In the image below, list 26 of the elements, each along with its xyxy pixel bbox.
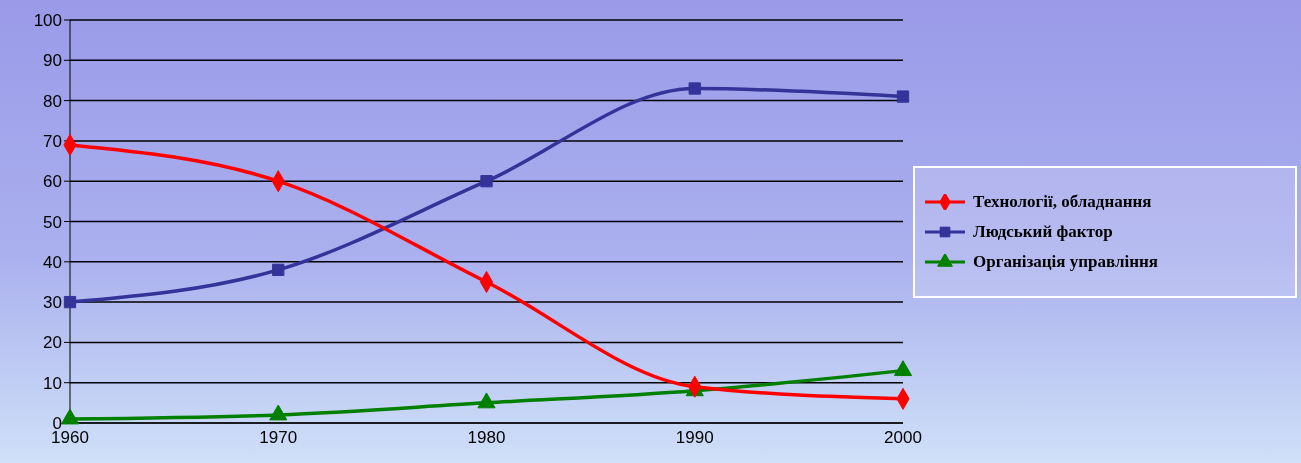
point	[477, 392, 496, 409]
point	[893, 360, 913, 377]
point	[63, 295, 77, 309]
y-tick-label: 90	[43, 51, 62, 71]
y-tick-label: 40	[43, 252, 62, 272]
point	[480, 175, 493, 188]
point	[272, 263, 285, 276]
y-tick-label: 100	[33, 11, 62, 31]
x-tick-label: 1980	[467, 428, 506, 448]
legend-label: Організація управління	[973, 251, 1158, 272]
y-tick-label: 70	[43, 131, 62, 151]
legend-label: Технології, обладнання	[973, 191, 1152, 212]
y-tick-label: 10	[43, 373, 62, 393]
y-tick-label: 60	[43, 172, 62, 192]
x-tick-label: 1970	[259, 428, 298, 448]
point	[269, 404, 288, 421]
y-tick-label: 80	[43, 91, 62, 111]
x-tick-label: 2000	[884, 428, 922, 448]
y-tick-label: 30	[43, 293, 62, 313]
y-tick-label: 20	[43, 333, 62, 353]
point	[688, 82, 701, 95]
point	[60, 408, 80, 425]
x-tick-label: 1990	[675, 428, 714, 448]
legend-label: Людський фактор	[973, 221, 1113, 242]
point	[896, 90, 910, 103]
y-tick-label: 50	[43, 212, 62, 232]
